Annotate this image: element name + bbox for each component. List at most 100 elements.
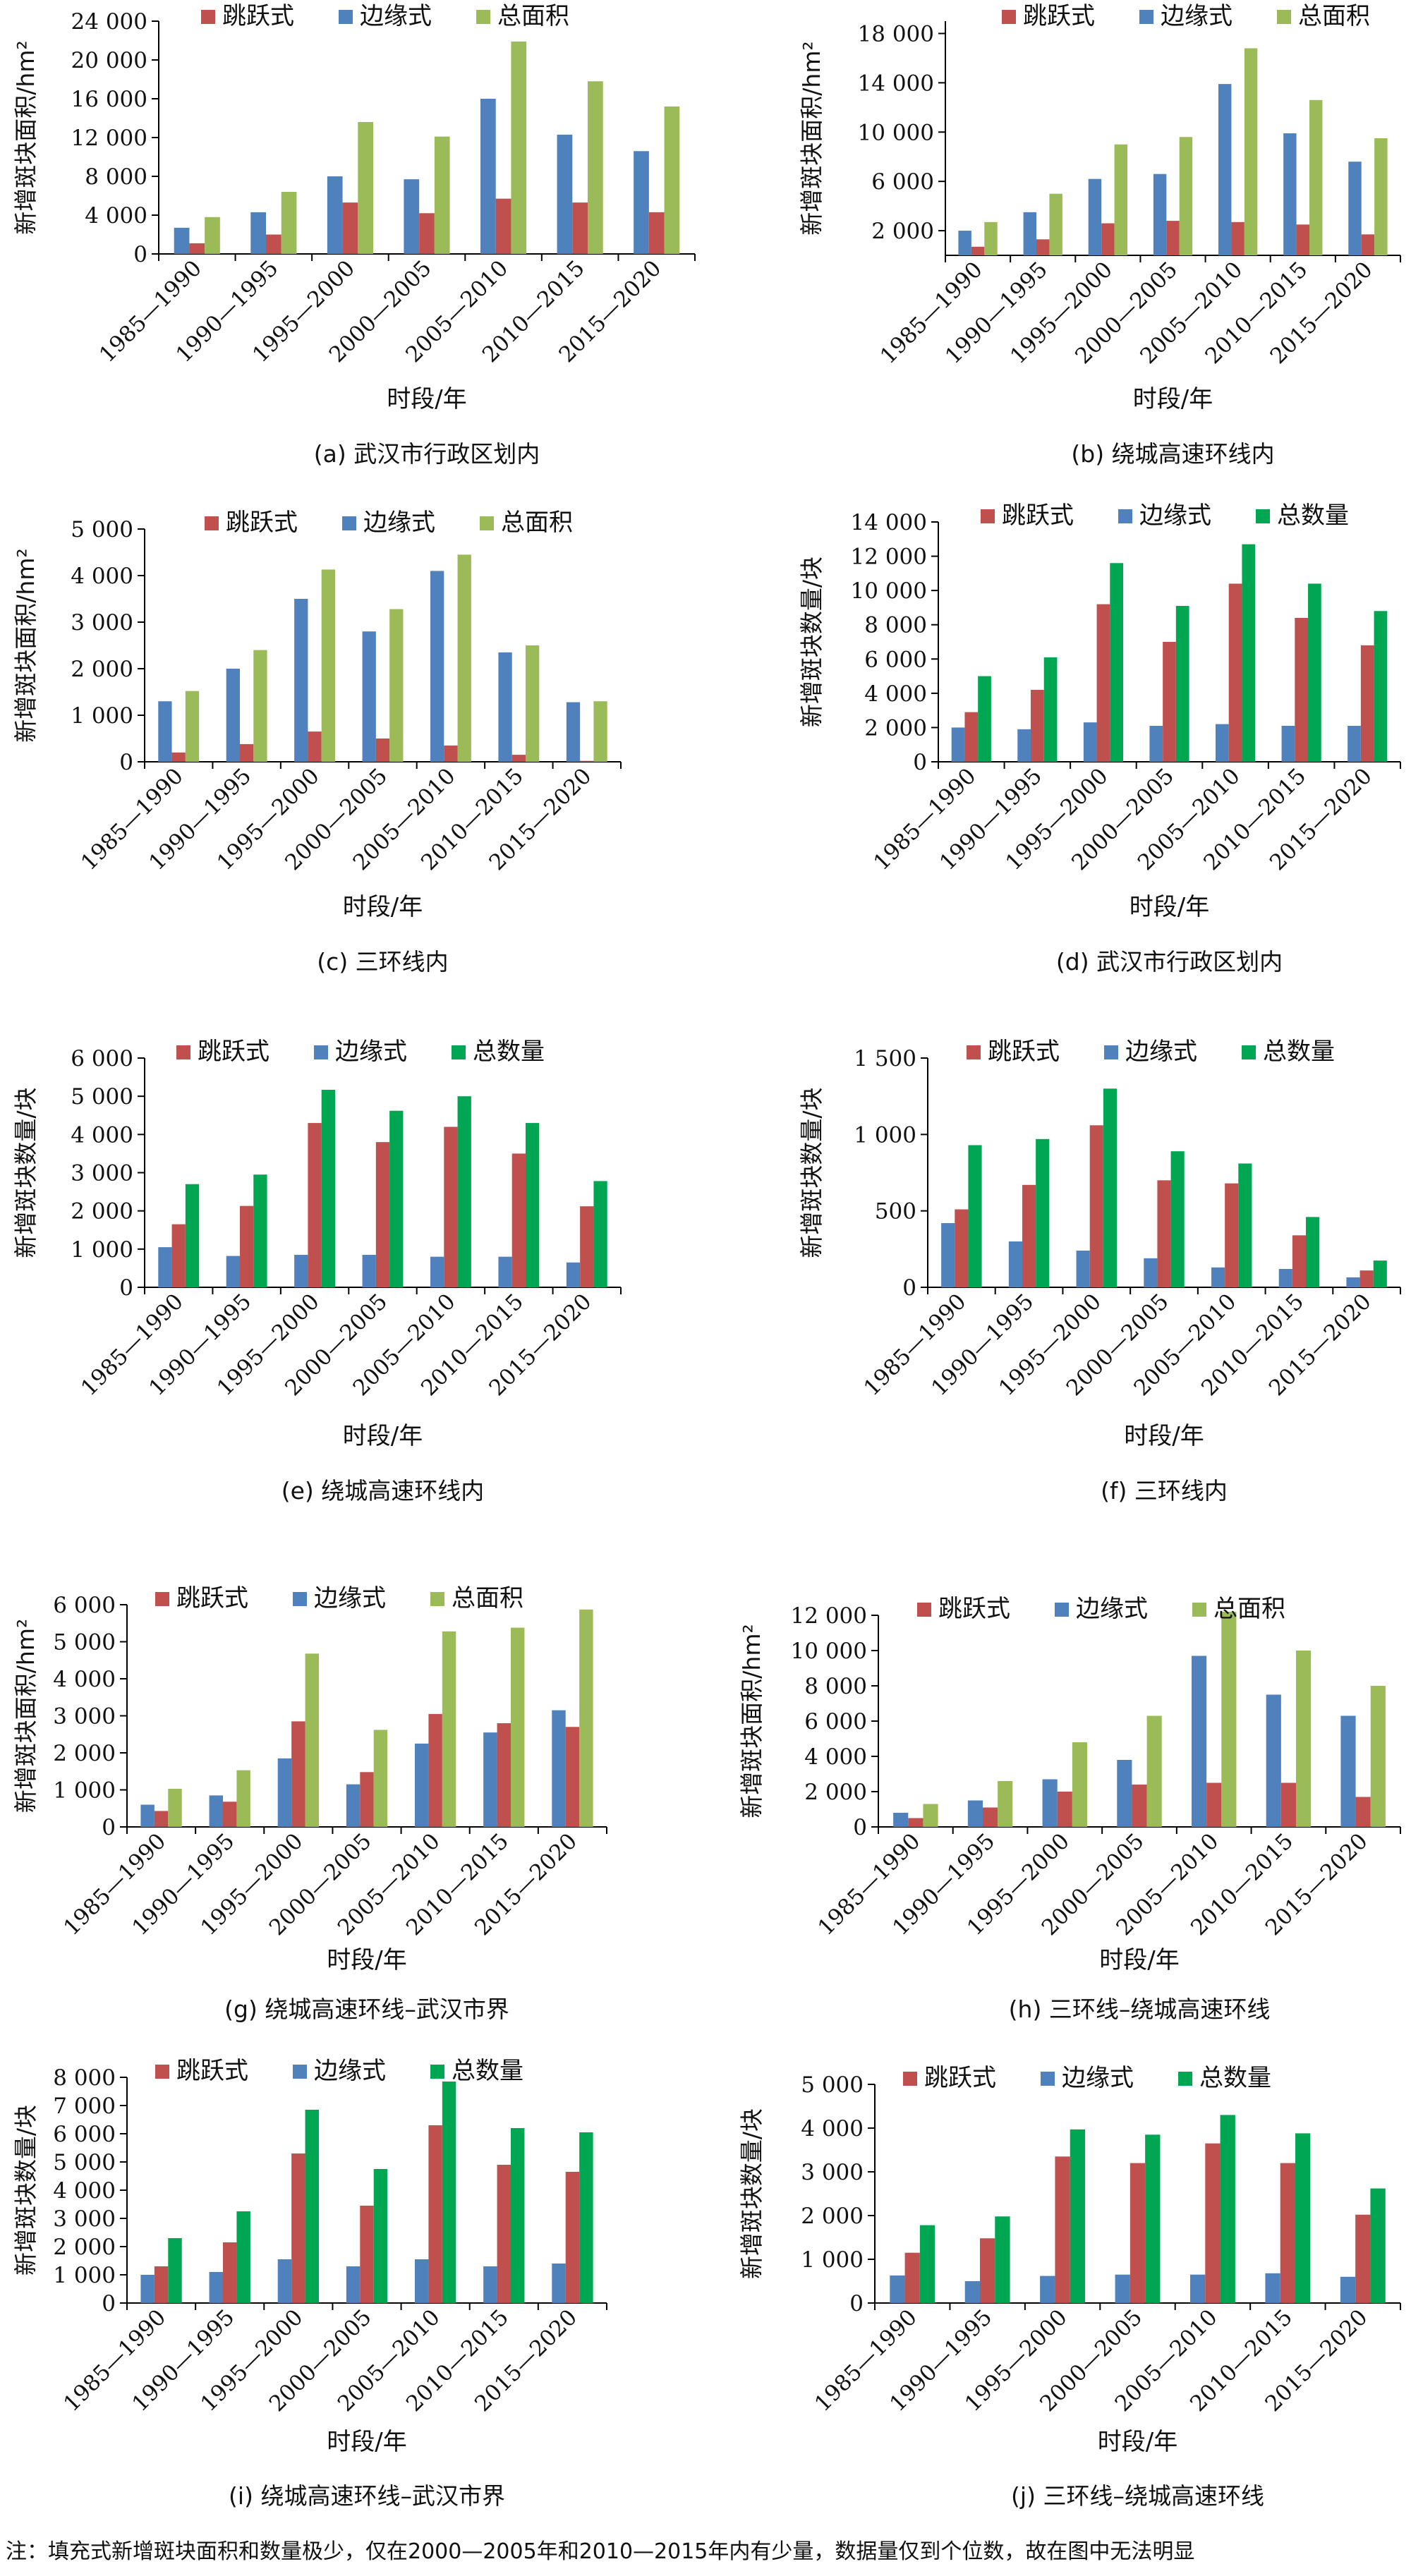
- legend-swatch: [1104, 1045, 1118, 1059]
- legend-swatch: [339, 10, 353, 24]
- bar-总数量: [321, 1089, 335, 1287]
- y-tick-label: 8 000: [864, 613, 927, 638]
- bar-跳跃式: [1163, 642, 1176, 762]
- bar-总面积: [281, 192, 297, 254]
- legend-swatch: [342, 516, 356, 530]
- bar-总面积: [1049, 193, 1062, 255]
- bar-总面积: [1370, 1686, 1386, 1827]
- bar-跳跃式: [154, 1811, 169, 1827]
- bar-跳跃式: [495, 198, 511, 254]
- bar-跳跃式: [1132, 1785, 1147, 1827]
- y-tick-label: 2 000: [71, 657, 133, 682]
- y-tick-label: 3 000: [801, 2160, 864, 2185]
- y-tick-label: 2 000: [864, 715, 927, 741]
- y-tick-label: 1 000: [71, 703, 133, 729]
- bar-跳跃式: [444, 1126, 458, 1287]
- y-tick-label: 4 000: [53, 1667, 116, 1692]
- panel-caption: (b) 绕城高速环线内: [1071, 440, 1274, 468]
- bar-边缘式: [415, 2259, 429, 2303]
- bar-边缘式: [1076, 1251, 1090, 1287]
- bar-总面积: [373, 1730, 388, 1827]
- panel-caption: (a) 武汉市行政区划内: [314, 440, 540, 468]
- y-tick-label: 2 000: [53, 1741, 116, 1766]
- bar-跳跃式: [428, 1713, 442, 1827]
- bar-总数量: [373, 2169, 388, 2303]
- panel-caption: (h) 三环线–绕城高速环线: [1009, 1995, 1271, 2023]
- bar-跳跃式: [580, 1206, 594, 1287]
- y-tick-label: 8 000: [804, 1674, 867, 1699]
- bar-跳跃式: [1228, 583, 1242, 762]
- bar-总面积: [1179, 137, 1193, 255]
- bar-跳跃式: [223, 1802, 237, 1827]
- bar-边缘式: [294, 599, 308, 762]
- bar-边缘式: [140, 2275, 155, 2303]
- bar-跳跃式: [375, 739, 390, 762]
- bar-跳跃式: [1031, 690, 1044, 762]
- bar-总面积: [579, 1609, 593, 1827]
- bar-边缘式: [557, 134, 573, 254]
- bar-总数量: [253, 1174, 267, 1287]
- bar-总数量: [919, 2225, 935, 2303]
- bar-跳跃式: [360, 2206, 374, 2303]
- bar-总面积: [1296, 1651, 1312, 1827]
- bar-总面积: [205, 217, 220, 254]
- legend-swatch: [1256, 509, 1270, 523]
- bar-跳跃式: [1292, 1235, 1306, 1287]
- bar-边缘式: [1281, 726, 1295, 762]
- legend-label: 总面积: [501, 509, 573, 537]
- legend-swatch: [201, 10, 215, 24]
- bar-边缘式: [226, 1256, 240, 1287]
- legend-swatch: [430, 2065, 444, 2079]
- bar-总面积: [1309, 99, 1323, 255]
- bar-总面积: [168, 1788, 182, 1827]
- bar-总面积: [457, 554, 471, 762]
- panel-caption: (i) 绕城高速环线–武汉市界: [229, 2482, 505, 2510]
- bar-跳跃式: [1089, 1125, 1103, 1287]
- bar-总数量: [1170, 1151, 1185, 1287]
- bar-边缘式: [483, 1732, 497, 1827]
- legend-swatch: [967, 1045, 981, 1059]
- bar-总面积: [389, 609, 404, 762]
- bar-跳跃式: [171, 1224, 186, 1287]
- bar-总数量: [1242, 544, 1256, 762]
- legend-swatch: [1277, 10, 1291, 24]
- y-tick-label: 2 000: [871, 219, 934, 244]
- bar-边缘式: [209, 2272, 223, 2303]
- legend-swatch: [1192, 1603, 1206, 1617]
- y-tick-label: 0: [102, 1815, 116, 1840]
- bar-总数量: [1036, 1138, 1050, 1287]
- bar-边缘式: [158, 1247, 172, 1287]
- bar-边缘式: [1266, 1694, 1281, 1827]
- legend-label: 跳跃式: [924, 2064, 996, 2092]
- legend-label: 跳跃式: [198, 1038, 270, 1066]
- bar-总数量: [1220, 2115, 1235, 2303]
- bar-跳跃式: [360, 1772, 374, 1827]
- y-tick-label: 4 000: [71, 564, 133, 589]
- bar-总面积: [593, 701, 607, 762]
- bar-总数量: [579, 2132, 593, 2303]
- bar-总面积: [236, 1770, 250, 1827]
- bar-总面积: [434, 136, 450, 254]
- y-tick-label: 2 000: [53, 2235, 116, 2260]
- y-tick-label: 4 000: [864, 681, 927, 707]
- y-tick-label: 18 000: [858, 21, 934, 47]
- bar-总面积: [253, 650, 267, 762]
- legend-label: 跳跃式: [1002, 502, 1074, 530]
- panel-caption: (c) 三环线内: [317, 948, 448, 976]
- bar-总数量: [511, 2128, 525, 2303]
- bar-边缘式: [1348, 162, 1362, 255]
- y-tick-label: 0: [102, 2291, 116, 2316]
- y-tick-label: 8 000: [85, 164, 147, 190]
- bar-边缘式: [1211, 1267, 1225, 1287]
- legend-swatch: [476, 10, 490, 24]
- y-tick-label: 10 000: [851, 578, 927, 604]
- bar-总数量: [168, 2238, 182, 2303]
- legend-swatch: [293, 2065, 307, 2079]
- bar-总面积: [526, 645, 540, 762]
- bar-跳跃式: [154, 2266, 169, 2303]
- x-axis-label: 时段/年: [343, 893, 423, 921]
- legend-label: 边缘式: [363, 509, 435, 537]
